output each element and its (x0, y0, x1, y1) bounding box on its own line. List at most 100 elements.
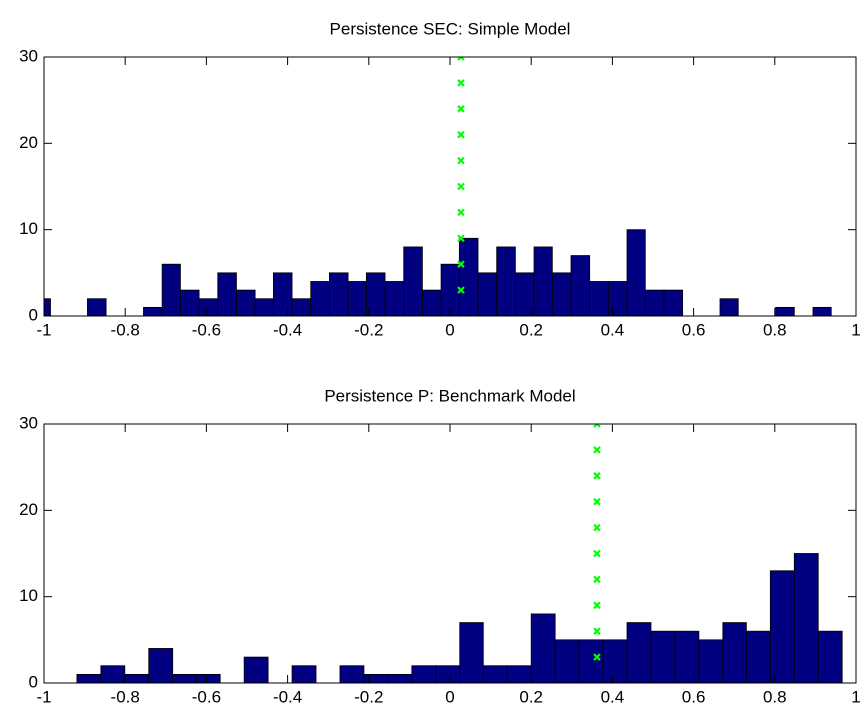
bar (363, 673, 389, 683)
bar (243, 656, 269, 683)
bar (339, 665, 365, 683)
bar (793, 553, 819, 683)
x-tick-label: -1 (36, 320, 51, 339)
bar (291, 298, 312, 316)
bar (644, 289, 665, 316)
bar (722, 622, 747, 683)
bar (310, 281, 330, 316)
bar (148, 648, 174, 683)
bar (674, 630, 700, 683)
x-tick-label: -0.2 (354, 320, 383, 339)
marker (593, 549, 601, 558)
marker (593, 446, 601, 454)
chart-title: Persistence SEC: Simple Model (330, 19, 571, 38)
bar (421, 289, 442, 316)
x-tick-label: 0 (445, 320, 454, 339)
bar (217, 272, 237, 316)
bar (76, 673, 102, 683)
bar (435, 665, 461, 683)
marker (593, 653, 601, 661)
bar (161, 263, 181, 316)
x-tick-label: 0.8 (763, 320, 787, 339)
bar (570, 255, 591, 316)
bar (745, 630, 771, 683)
marker (457, 234, 465, 243)
bar (698, 639, 724, 683)
x-tick-label: -0.4 (273, 320, 302, 339)
marker (457, 130, 465, 139)
y-tick-label: 0 (29, 672, 38, 691)
bar (812, 306, 832, 316)
marker (457, 105, 465, 113)
x-tick-label: 1 (851, 687, 860, 706)
bar (506, 665, 532, 683)
marker (457, 57, 465, 61)
x-tick-label: -0.6 (192, 687, 221, 706)
bar (626, 229, 646, 316)
x-tick-label: -1 (36, 687, 51, 706)
bar (719, 298, 739, 316)
bar (775, 306, 795, 316)
x-tick-label: 1 (851, 320, 860, 339)
x-tick-label: -0.8 (111, 687, 140, 706)
marker (457, 260, 465, 268)
bar (551, 272, 572, 316)
x-tick-label: -0.4 (273, 687, 302, 706)
bar (198, 298, 219, 316)
y-tick-label: 30 (19, 46, 38, 65)
chart-title: Persistence P: Benchmark Model (324, 386, 575, 405)
bar (459, 622, 484, 683)
bar (100, 665, 126, 683)
bar (180, 289, 200, 316)
marker (593, 472, 601, 480)
bar (578, 639, 604, 683)
marker (593, 575, 601, 584)
bar (236, 289, 256, 316)
bar (589, 281, 609, 316)
bar (384, 281, 405, 316)
bar (663, 289, 684, 316)
bar (817, 630, 843, 683)
marker (593, 601, 601, 610)
bar (124, 673, 150, 683)
bar (477, 272, 498, 316)
x-tick-label: -0.2 (354, 687, 383, 706)
x-tick-label: -0.6 (192, 320, 221, 339)
bar (172, 673, 197, 683)
bar (347, 281, 367, 316)
y-tick-label: 10 (19, 219, 38, 238)
bar (387, 673, 413, 683)
bar (458, 237, 479, 316)
bar (195, 673, 221, 683)
y-tick-label: 10 (19, 586, 38, 605)
x-tick-label: 0.4 (601, 320, 625, 339)
bar (403, 246, 423, 316)
bar (496, 246, 516, 316)
bar (482, 665, 508, 683)
plot (76, 424, 843, 683)
plot (44, 57, 832, 316)
marker (457, 286, 465, 294)
bar (769, 570, 795, 683)
marker (593, 523, 601, 532)
bar (626, 622, 652, 683)
x-tick-label: 0.6 (682, 687, 706, 706)
bar (291, 665, 317, 683)
y-tick-label: 20 (19, 500, 38, 519)
y-tick-label: 0 (29, 305, 38, 324)
y-tick-label: 30 (19, 413, 38, 432)
bar (143, 306, 163, 316)
bar (602, 639, 628, 683)
marker (457, 208, 465, 217)
marker (593, 497, 601, 506)
marker (593, 424, 601, 428)
y-tick-label: 20 (19, 133, 38, 152)
x-tick-label: 0.6 (682, 320, 706, 339)
bar (44, 298, 51, 316)
marker (457, 156, 465, 165)
x-tick-label: 0 (445, 687, 454, 706)
bar (530, 613, 556, 683)
bar (87, 298, 107, 316)
x-tick-label: -0.8 (111, 320, 140, 339)
